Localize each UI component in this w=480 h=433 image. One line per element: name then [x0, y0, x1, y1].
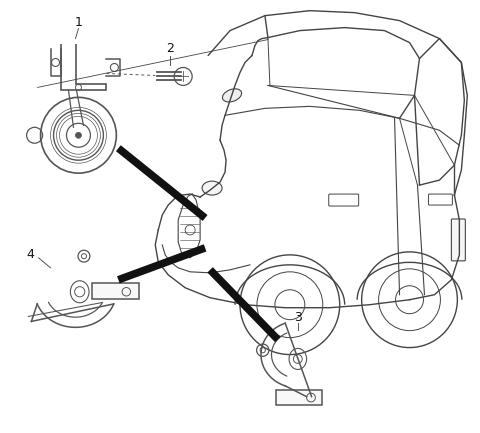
Text: 2: 2	[166, 42, 174, 55]
FancyBboxPatch shape	[429, 194, 452, 205]
Ellipse shape	[202, 181, 222, 195]
FancyBboxPatch shape	[276, 390, 322, 405]
Text: 3: 3	[294, 311, 302, 324]
FancyBboxPatch shape	[451, 219, 465, 261]
Text: 1: 1	[74, 16, 83, 29]
FancyBboxPatch shape	[93, 283, 139, 298]
Circle shape	[75, 132, 82, 138]
Ellipse shape	[222, 89, 241, 102]
FancyBboxPatch shape	[329, 194, 359, 206]
Text: 4: 4	[27, 249, 35, 262]
